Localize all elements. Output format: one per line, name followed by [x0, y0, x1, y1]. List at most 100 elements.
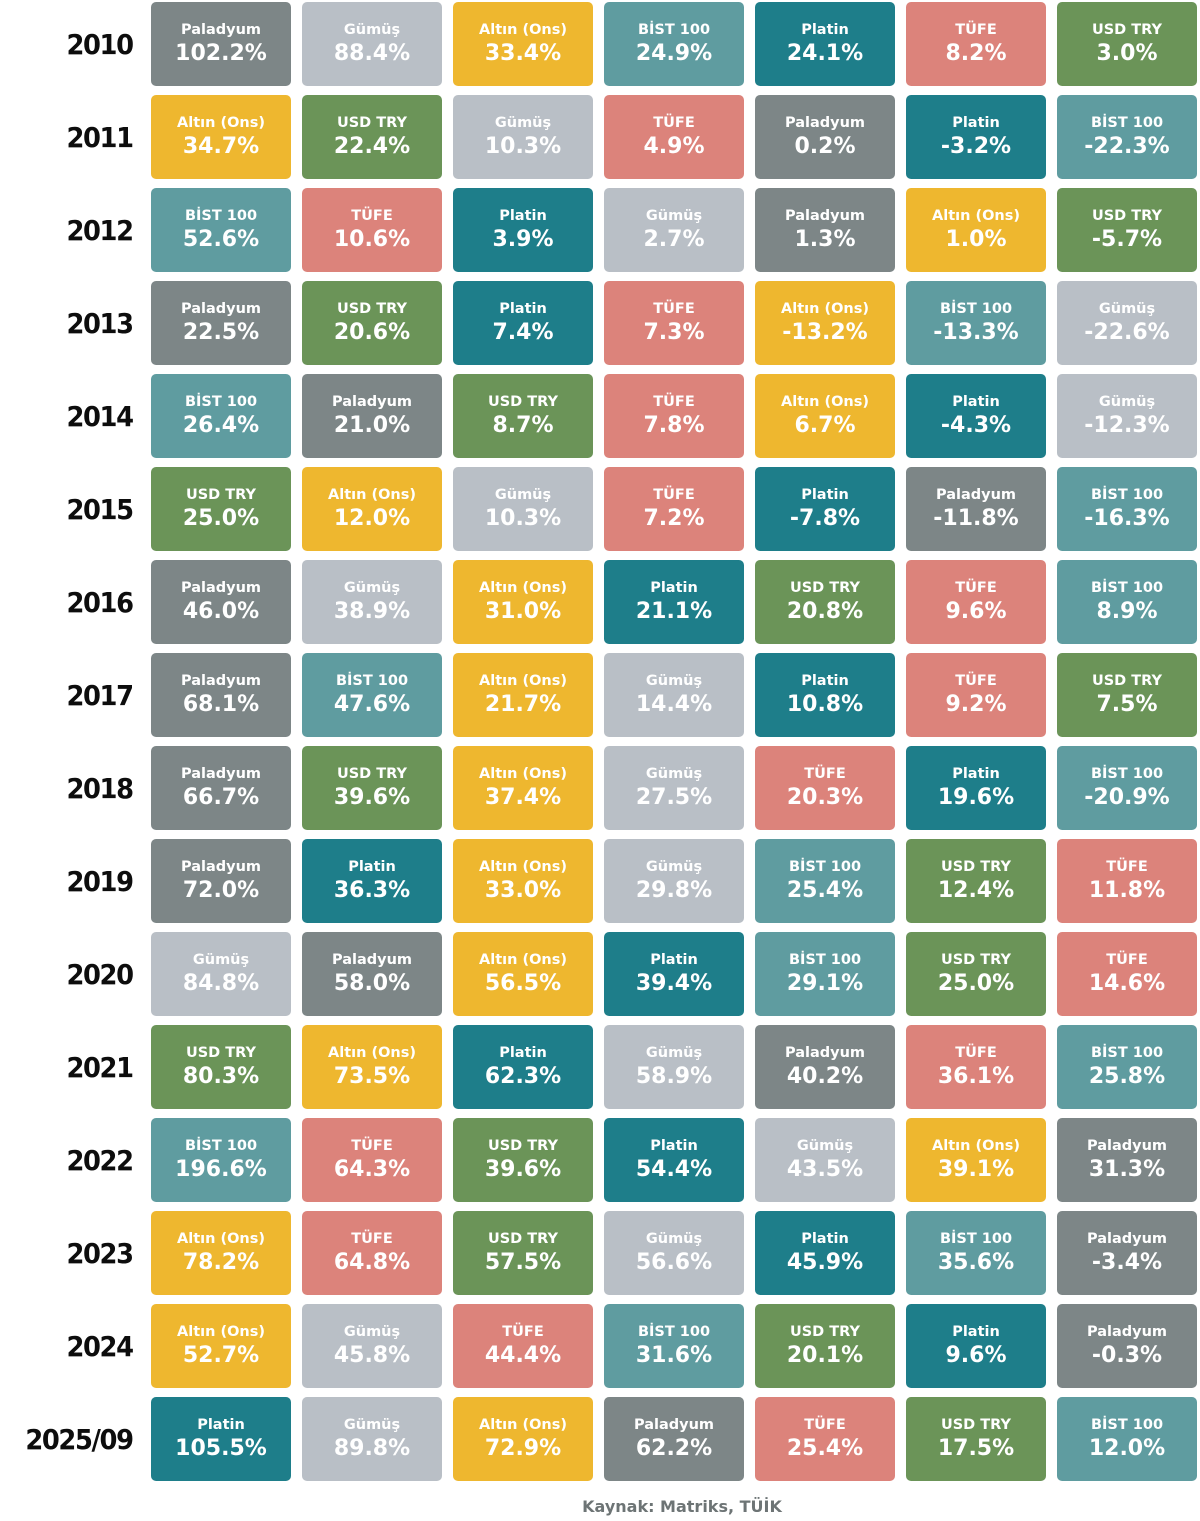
asset-return-value: 8.2%	[945, 40, 1007, 66]
asset-tile: TÜFE 20.3%	[755, 746, 895, 830]
asset-return-value: -22.6%	[1084, 319, 1170, 345]
asset-name: Platin	[499, 1045, 547, 1062]
asset-tile: TÜFE 9.2%	[906, 653, 1046, 737]
asset-name: USD TRY	[185, 487, 257, 504]
asset-name: Platin	[952, 394, 1000, 411]
asset-tile: Platin 24.1%	[755, 2, 895, 86]
asset-name: BİST 100	[788, 859, 862, 876]
asset-tile: USD TRY -5.7%	[1057, 188, 1197, 272]
asset-name: Platin	[499, 208, 547, 225]
asset-return-value: 31.6%	[635, 1342, 713, 1368]
asset-tile: USD TRY 25.0%	[906, 932, 1046, 1016]
asset-tile: USD TRY 20.6%	[302, 281, 442, 365]
year-label: 2019	[66, 864, 134, 898]
asset-return-value: 64.8%	[333, 1249, 411, 1275]
asset-return-value: 12.0%	[333, 505, 411, 531]
asset-tile: Altın (Ons) 1.0%	[906, 188, 1046, 272]
asset-tile: Gümüş 27.5%	[604, 746, 744, 830]
asset-tile: Paladyum -3.4%	[1057, 1211, 1197, 1295]
asset-tile: Gümüş 58.9%	[604, 1025, 744, 1109]
year-row: 2022 BİST 100 196.6% TÜFE 64.3% USD TRY 39.6% P…	[0, 1118, 1200, 1202]
asset-return-value: -11.8%	[933, 505, 1019, 531]
asset-tile: Platin 10.8%	[755, 653, 895, 737]
asset-tile: TÜFE 64.8%	[302, 1211, 442, 1295]
asset-tile: Platin 3.9%	[453, 188, 593, 272]
asset-return-value: 34.7%	[182, 133, 260, 159]
asset-return-value: 3.0%	[1096, 40, 1158, 66]
asset-return-value: 66.7%	[182, 784, 260, 810]
asset-return-value: 54.4%	[635, 1156, 713, 1182]
asset-tile: Altın (Ons) 56.5%	[453, 932, 593, 1016]
year-label: 2017	[66, 678, 134, 712]
asset-name: USD TRY	[940, 859, 1012, 876]
asset-return-value: 24.1%	[786, 40, 864, 66]
asset-name: BİST 100	[788, 952, 862, 969]
asset-name: Altın (Ons)	[479, 22, 567, 39]
asset-name: BİST 100	[939, 1231, 1013, 1248]
asset-return-value: 21.1%	[635, 598, 713, 624]
asset-return-value: 52.6%	[182, 226, 260, 252]
asset-tile: Paladyum 58.0%	[302, 932, 442, 1016]
asset-name: Paladyum	[1086, 1324, 1168, 1341]
asset-return-value: -16.3%	[1084, 505, 1170, 531]
asset-return-value: -22.3%	[1084, 133, 1170, 159]
asset-return-value: 39.1%	[937, 1156, 1015, 1182]
asset-name: Altın (Ons)	[932, 1138, 1020, 1155]
asset-return-value: 62.3%	[484, 1063, 562, 1089]
asset-return-value: 22.5%	[182, 319, 260, 345]
asset-name: Gümüş	[343, 22, 401, 39]
year-label: 2015	[66, 492, 134, 526]
asset-return-value: 21.7%	[484, 691, 562, 717]
asset-name: BİST 100	[1090, 580, 1164, 597]
asset-name: Gümüş	[1098, 301, 1156, 318]
asset-tile: BİST 100 52.6%	[151, 188, 291, 272]
year-row: 2021 USD TRY 80.3% Altın (Ons) 73.5% Platin 62…	[0, 1025, 1200, 1109]
asset-name: Gümüş	[343, 1324, 401, 1341]
year-row: 2015 USD TRY 25.0% Altın (Ons) 12.0% Gümüş 10.…	[0, 467, 1200, 551]
asset-tile: Paladyum 102.2%	[151, 2, 291, 86]
asset-tile: USD TRY 20.8%	[755, 560, 895, 644]
asset-return-value: 38.9%	[333, 598, 411, 624]
asset-tile: Paladyum 31.3%	[1057, 1118, 1197, 1202]
asset-return-value: 47.6%	[333, 691, 411, 717]
asset-return-value: 1.0%	[945, 226, 1007, 252]
asset-return-value: 9.2%	[945, 691, 1007, 717]
asset-tile: BİST 100 12.0%	[1057, 1397, 1197, 1481]
asset-tile: Gümüş 2.7%	[604, 188, 744, 272]
asset-tile: BİST 100 -22.3%	[1057, 95, 1197, 179]
asset-tile: BİST 100 26.4%	[151, 374, 291, 458]
asset-name: BİST 100	[184, 208, 258, 225]
asset-return-value: 4.9%	[643, 133, 705, 159]
asset-name: TÜFE	[502, 1324, 544, 1341]
asset-name: Gümüş	[645, 1045, 703, 1062]
asset-tile: Altın (Ons) 37.4%	[453, 746, 593, 830]
asset-return-value: 25.4%	[786, 1435, 864, 1461]
asset-name: USD TRY	[1091, 208, 1163, 225]
asset-name: Gümüş	[494, 487, 552, 504]
year-row: 2013 Paladyum 22.5% USD TRY 20.6% Platin 7.4% T…	[0, 281, 1200, 365]
asset-return-value: 27.5%	[635, 784, 713, 810]
asset-return-value: 9.6%	[945, 598, 1007, 624]
asset-tile: Paladyum 1.3%	[755, 188, 895, 272]
asset-name: Paladyum	[784, 115, 866, 132]
asset-name: USD TRY	[940, 1417, 1012, 1434]
asset-tile: Altın (Ons) -13.2%	[755, 281, 895, 365]
asset-tile: Gümüş 45.8%	[302, 1304, 442, 1388]
asset-tile: TÜFE 4.9%	[604, 95, 744, 179]
asset-name: TÜFE	[955, 1045, 997, 1062]
asset-returns-grid: 2010 Paladyum 102.2% Gümüş 88.4% Altın (Ons) 3…	[0, 2, 1200, 1481]
asset-tile: Platin -7.8%	[755, 467, 895, 551]
asset-name: Gümüş	[645, 673, 703, 690]
asset-name: TÜFE	[955, 580, 997, 597]
asset-tile: Gümüş 38.9%	[302, 560, 442, 644]
asset-name: TÜFE	[955, 22, 997, 39]
asset-return-value: 12.0%	[1088, 1435, 1166, 1461]
asset-tile: BİST 100 -16.3%	[1057, 467, 1197, 551]
asset-return-value: 68.1%	[182, 691, 260, 717]
asset-tile: TÜFE 7.3%	[604, 281, 744, 365]
asset-return-value: 57.5%	[484, 1249, 562, 1275]
asset-tile: USD TRY 80.3%	[151, 1025, 291, 1109]
asset-tile: Gümüş 43.5%	[755, 1118, 895, 1202]
asset-return-value: 64.3%	[333, 1156, 411, 1182]
asset-name: USD TRY	[789, 1324, 861, 1341]
